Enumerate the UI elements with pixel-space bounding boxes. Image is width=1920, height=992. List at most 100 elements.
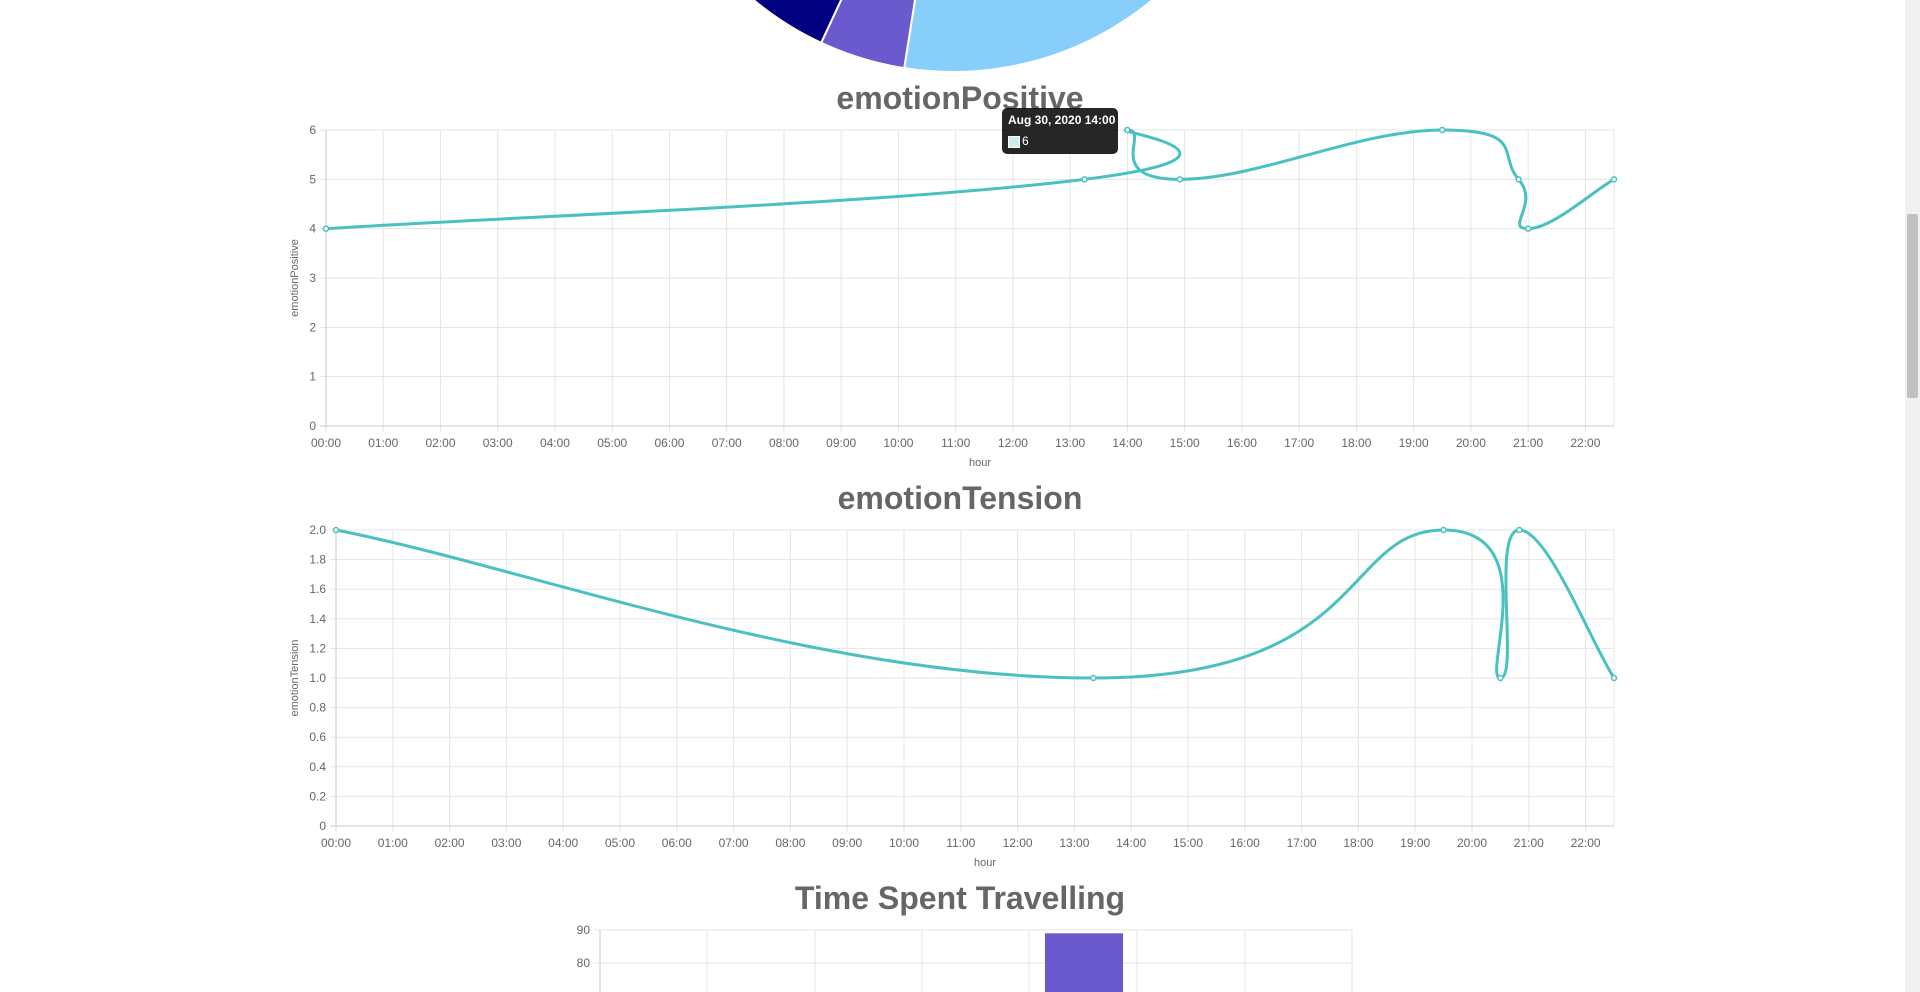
positive-x-tick-label: 19:00 [1399, 436, 1429, 450]
tension-x-tick-label: 01:00 [378, 836, 408, 850]
positive-x-axis-title: hour [969, 457, 991, 469]
tension-x-tick-label: 02:00 [435, 836, 465, 850]
positive-x-tick-label: 17:00 [1284, 436, 1314, 450]
pie-chart [752, 0, 1154, 73]
tension-x-tick-label: 19:00 [1400, 836, 1430, 850]
tension-x-tick-label: 17:00 [1287, 836, 1317, 850]
tension-x-tick-label: 00:00 [321, 836, 351, 850]
tension-y-tick-label: 0.6 [309, 730, 326, 744]
scrollbar[interactable] [1905, 0, 1920, 992]
positive-x-tick-label: 01:00 [368, 436, 398, 450]
tension-x-tick-label: 05:00 [605, 836, 635, 850]
positive-x-tick-label: 02:00 [425, 436, 455, 450]
positive-data-point [1081, 176, 1088, 183]
positive-x-tick-label: 12:00 [998, 436, 1028, 450]
tension-y-tick-label: 0.2 [309, 789, 326, 803]
positive-series-line [325, 128, 1615, 231]
travel-y-tick-label: 90 [577, 923, 591, 937]
tension-y-tick-label: 0 [319, 819, 326, 833]
tension-data-point [332, 526, 340, 534]
positive-x-tick-label: 10:00 [883, 436, 913, 450]
positive-x-tick-label: 18:00 [1341, 436, 1371, 450]
tooltip-swatch [1008, 136, 1020, 148]
chart-title-travel: Time Spent Travelling [794, 880, 1126, 916]
positive-y-axis-title: emotionPositive [289, 239, 301, 317]
tension-x-tick-label: 15:00 [1173, 836, 1203, 850]
tension-x-tick-label: 06:00 [662, 836, 692, 850]
tension-x-tick-label: 20:00 [1457, 836, 1487, 850]
tension-data-point [1497, 674, 1504, 682]
positive-data-point [322, 225, 330, 232]
positive-y-tick-label: 1 [309, 370, 316, 384]
positive-y-tick-label: 2 [309, 320, 316, 334]
tension-x-axis-title: hour [974, 857, 996, 869]
positive-y-tick-label: 0 [309, 419, 316, 433]
positive-data-point [1515, 176, 1522, 183]
tension-x-tick-label: 07:00 [719, 836, 749, 850]
positive-y-tick-label: 3 [309, 271, 316, 285]
positive-x-tick-label: 22:00 [1570, 436, 1600, 450]
positive-x-tick-label: 06:00 [654, 436, 684, 450]
positive-x-tick-label: 13:00 [1055, 436, 1085, 450]
positive-x-tick-label: 15:00 [1170, 436, 1200, 450]
positive-data-point [1439, 126, 1446, 134]
chart-tooltip: Aug 30, 2020 14:00 6 [1002, 108, 1118, 154]
tension-x-tick-label: 11:00 [946, 836, 975, 850]
tension-data-point [1516, 526, 1523, 534]
tension-data-point [1090, 674, 1097, 682]
positive-x-tick-label: 09:00 [826, 436, 856, 450]
positive-y-tick-label: 4 [309, 222, 316, 236]
tension-y-tick-label: 2.0 [309, 523, 326, 537]
time-travelling-chart[interactable]: 90 80 [0, 910, 1920, 992]
positive-data-point [1176, 176, 1184, 183]
positive-x-tick-label: 03:00 [483, 436, 513, 450]
positive-x-tick-label: 07:00 [712, 436, 742, 450]
positive-x-tick-label: 05:00 [597, 436, 627, 450]
tension-x-tick-label: 08:00 [775, 836, 805, 850]
tension-y-axis-title: emotionTension [289, 639, 301, 716]
tension-x-tick-label: 03:00 [491, 836, 521, 850]
positive-data-point [1610, 176, 1618, 183]
tension-x-tick-label: 04:00 [548, 836, 578, 850]
tension-data-point [1610, 674, 1618, 682]
positive-data-point [1124, 126, 1131, 134]
travel-y-tick-label: 80 [577, 956, 591, 970]
pie-slice [903, 0, 1154, 73]
pie-slice [752, 0, 843, 45]
tension-x-tick-label: 13:00 [1059, 836, 1089, 850]
tension-y-tick-label: 1.4 [309, 612, 326, 626]
positive-data-point [1524, 225, 1532, 232]
tension-x-tick-label: 16:00 [1230, 836, 1260, 850]
tension-y-tick-label: 1.8 [309, 553, 326, 567]
tension-y-tick-label: 0.8 [309, 701, 326, 715]
tension-x-tick-label: 18:00 [1343, 836, 1373, 850]
tension-x-tick-label: 21:00 [1514, 836, 1544, 850]
tension-x-tick-label: 09:00 [832, 836, 862, 850]
tension-series-line [335, 528, 1616, 680]
tension-y-tick-label: 0.4 [309, 760, 326, 774]
emotion-positive-chart[interactable]: 00:00 01:00 02:00 03:00 04:00 05:00 06:00 07:00… [0, 110, 1920, 480]
tooltip-title: Aug 30, 2020 14:00 [1008, 113, 1116, 127]
tension-y-tick-label: 1.2 [309, 641, 326, 655]
positive-x-tick-label: 16:00 [1227, 436, 1257, 450]
tension-x-tick-label: 12:00 [1003, 836, 1033, 850]
tension-x-tick-label: 14:00 [1116, 836, 1146, 850]
chart-title-tension: emotionTension [837, 480, 1083, 516]
emotion-tension-chart[interactable]: 00:00 01:00 02:00 03:00 04:00 05:00 06:00 07:00… [0, 510, 1920, 880]
tension-x-tick-label: 10:00 [889, 836, 919, 850]
positive-x-tick-label: 00:00 [311, 436, 341, 450]
tension-y-tick-label: 1.0 [309, 671, 326, 685]
positive-x-tick-label: 20:00 [1456, 436, 1486, 450]
positive-y-tick-label: 6 [309, 123, 316, 137]
scrollbar-thumb[interactable] [1907, 214, 1918, 398]
positive-x-tick-label: 04:00 [540, 436, 570, 450]
positive-y-tick-label: 5 [309, 172, 316, 186]
positive-x-tick-label: 21:00 [1513, 436, 1543, 450]
tooltip-value: 6 [1022, 134, 1029, 148]
tension-data-point [1440, 526, 1447, 534]
positive-x-tick-label: 11:00 [941, 436, 970, 450]
tension-y-tick-label: 1.6 [309, 582, 326, 596]
positive-x-tick-label: 08:00 [769, 436, 799, 450]
travel-bar [1045, 933, 1123, 992]
tension-x-tick-label: 22:00 [1571, 836, 1601, 850]
